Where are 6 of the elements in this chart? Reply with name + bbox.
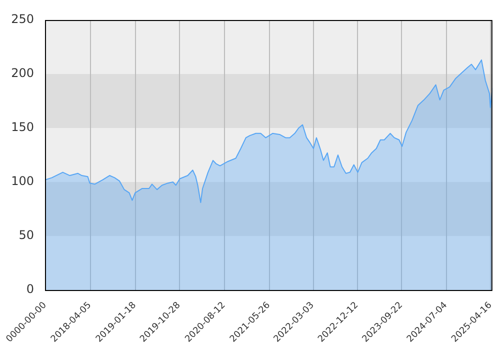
y-tick-label: 50 (18, 228, 34, 242)
y-tick-label: 100 (11, 174, 34, 188)
y-tick-label: 0 (26, 282, 34, 296)
y-tick-label: 200 (11, 66, 34, 80)
y-tick-label: 250 (11, 12, 34, 26)
y-tick-label: 150 (11, 120, 34, 134)
